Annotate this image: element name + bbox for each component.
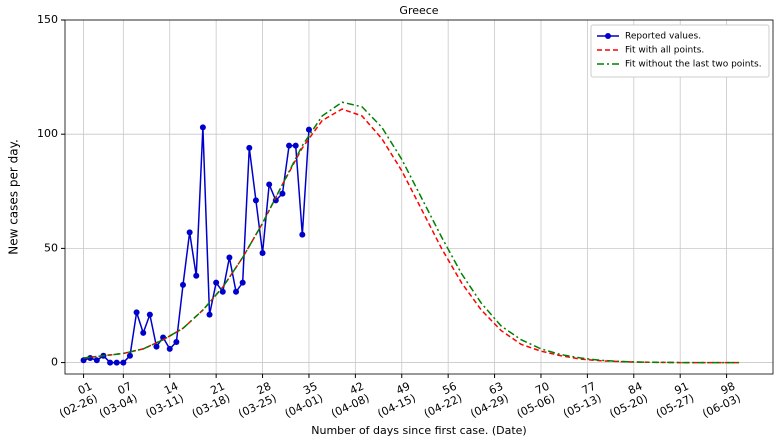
x-tick-label: 63(04-29) xyxy=(463,380,511,421)
y-tick-label: 50 xyxy=(44,241,58,254)
legend-label: Fit without the last two points. xyxy=(625,60,762,70)
data-point xyxy=(173,339,180,346)
data-point xyxy=(120,359,127,366)
x-tick-label: 91(05-27) xyxy=(648,380,696,421)
data-point xyxy=(219,288,226,295)
plot-frame xyxy=(64,19,774,375)
x-tick-label: 14(03-11) xyxy=(138,380,186,421)
data-point xyxy=(252,197,259,204)
x-tick-label: 35(04-01) xyxy=(277,380,325,421)
y-tick-label: 150 xyxy=(37,13,58,26)
data-point xyxy=(180,281,186,288)
x-axis-label: Number of days since first case. (Date) xyxy=(311,424,526,437)
legend-label: Fit with all points. xyxy=(625,46,704,56)
x-tick-label: 98(06-03) xyxy=(695,380,743,421)
x-tick-label: 49(04-15) xyxy=(370,380,418,421)
data-point xyxy=(133,309,140,316)
series-line xyxy=(83,127,310,364)
series-line xyxy=(83,108,740,364)
data-point xyxy=(286,142,293,149)
x-tick-label: 42(04-08) xyxy=(324,380,372,421)
data-point xyxy=(153,343,160,350)
x-tick-label: 21(03-18) xyxy=(184,380,232,421)
data-point xyxy=(266,181,273,188)
x-tick-label: 70(05-06) xyxy=(509,380,557,421)
data-point xyxy=(186,229,193,236)
data-point xyxy=(233,288,240,295)
chart-title: Greece xyxy=(399,4,438,17)
series-line xyxy=(83,101,740,364)
x-tick-label: 84(05-20) xyxy=(602,380,650,421)
legend-marker xyxy=(605,33,611,39)
x-tick-label: 01(02-26) xyxy=(52,380,100,421)
data-point xyxy=(246,144,253,151)
x-tick-label: 07(03-04) xyxy=(92,380,140,421)
data-point xyxy=(93,357,100,364)
y-tick-label: 100 xyxy=(37,127,58,140)
x-tick-label: 28(03-25) xyxy=(231,380,279,421)
data-point xyxy=(126,352,133,359)
data-point xyxy=(80,357,87,364)
data-point xyxy=(107,359,114,366)
y-tick-label: 0 xyxy=(51,356,58,369)
data-point xyxy=(113,359,120,366)
data-point xyxy=(259,249,266,256)
data-point xyxy=(206,311,213,318)
data-point xyxy=(199,124,206,131)
data-point xyxy=(140,329,147,336)
data-point xyxy=(299,231,306,238)
data-point xyxy=(279,190,286,197)
data-point xyxy=(146,311,153,318)
data-point xyxy=(226,254,233,261)
legend-label: Reported values. xyxy=(625,32,701,42)
data-point xyxy=(193,272,200,279)
data-point xyxy=(239,279,246,286)
y-axis-label: New cases per day. xyxy=(7,139,21,255)
x-tick-label: 77(05-13) xyxy=(556,380,604,421)
legend-box xyxy=(590,24,770,78)
data-point xyxy=(166,345,173,352)
data-point xyxy=(292,142,299,149)
data-point xyxy=(213,279,220,286)
x-tick-label: 56(04-22) xyxy=(416,380,464,421)
data-point xyxy=(305,126,312,133)
